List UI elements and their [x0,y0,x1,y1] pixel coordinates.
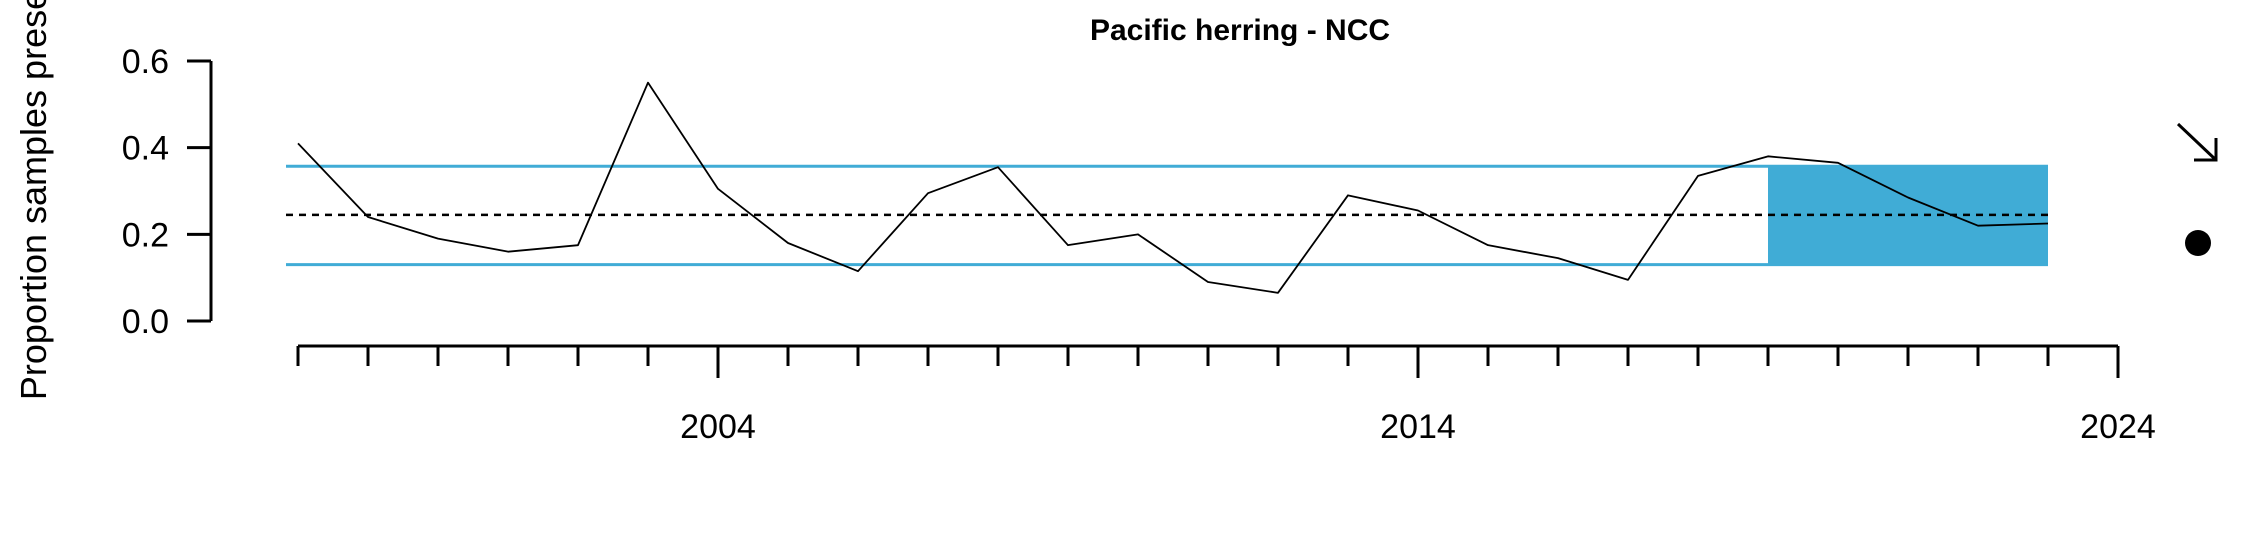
x-tick-label: 2004 [680,408,756,446]
x-tick-label: 2024 [2080,408,2156,446]
status-dot [2185,230,2211,256]
y-tick-label: 0.2 [122,216,169,254]
y-axis-label: Proportion samples prese [13,0,54,400]
x-axis: 2004 2014 2024 [296,344,2156,446]
x-tick-label: 2014 [1380,408,1456,446]
trend-arrow-shaft [2176,122,2218,162]
trend-arrow-head [2194,138,2218,162]
y-tick-label: 0.6 [122,43,169,81]
y-tick-label: 0.4 [122,130,169,168]
chart-title: Pacific herring - NCC [1090,14,1390,47]
plot-area [286,81,2049,294]
recent-period-shade [1768,166,2048,265]
indicators [2176,122,2218,256]
series-line [297,81,2049,294]
y-axis: 0.0 0.2 0.4 0.6 [122,43,213,341]
y-tick-label: 0.0 [122,303,169,341]
